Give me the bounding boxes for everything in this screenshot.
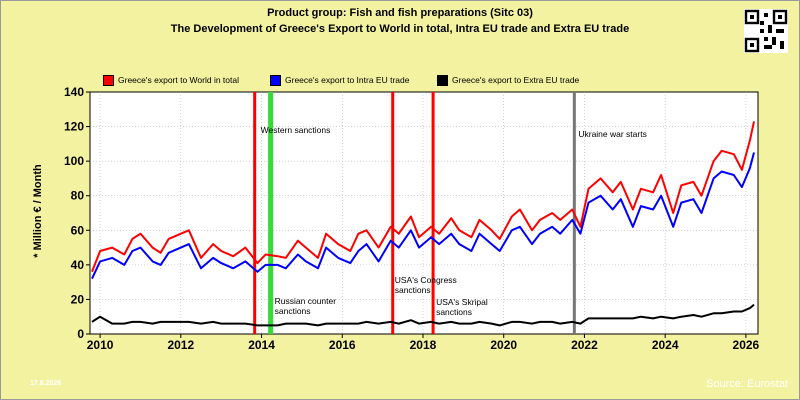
- y-tick-label: 60: [71, 223, 85, 237]
- chart-title-line-1: Product group: Fish and fish preparation…: [267, 7, 533, 19]
- y-tick-label: 120: [64, 120, 84, 134]
- x-tick-label: 2026: [733, 338, 760, 352]
- x-tick-label: 2024: [652, 338, 679, 352]
- legend-item-intra-eu: Greece's export to Intra EU trade: [270, 75, 410, 87]
- event-label-western: Western sanctions: [261, 125, 331, 135]
- source-note: Source: Eurostat: [706, 378, 788, 390]
- legend-item-world: Greece's export to World in total: [103, 75, 239, 87]
- legend-swatch-extra-eu: [437, 75, 448, 87]
- y-tick-label: 20: [71, 292, 85, 306]
- y-tick-label: 140: [64, 85, 84, 99]
- y-tick-label: 0: [77, 327, 84, 341]
- y-tick-label: 100: [64, 154, 84, 168]
- x-tick-label: 2018: [410, 338, 437, 352]
- x-tick-label: 2022: [571, 338, 598, 352]
- event-label-ukraine: Ukraine war starts: [578, 129, 647, 139]
- legend-swatch-world: [103, 75, 114, 87]
- event-label-russian: Russian counter sanctions: [275, 296, 337, 316]
- series-line-intra-eu: [91, 152, 755, 280]
- series-line-world: [91, 121, 755, 273]
- legend-swatch-intra-eu: [270, 75, 281, 87]
- x-tick-label: 2010: [87, 338, 114, 352]
- date-stamp: 17.8.2026: [30, 380, 62, 387]
- legend-item-extra-eu: Greece's export to Extra EU trade: [437, 75, 580, 87]
- legend-label-extra-eu: Greece's export to Extra EU trade: [452, 75, 580, 85]
- legend-label-intra-eu: Greece's export to Intra EU trade: [285, 75, 410, 85]
- x-tick-label: 2020: [490, 338, 517, 352]
- event-label-skripal: USA's Skripal sanctions: [436, 297, 488, 317]
- x-tick-label: 2012: [167, 338, 194, 352]
- series-line-extra-eu: [91, 303, 755, 327]
- y-tick-label: 80: [71, 189, 85, 203]
- event-label-congress: USA's Congress sanctions: [395, 275, 457, 295]
- qr-code-icon: [744, 9, 788, 53]
- chart-title-line-2: The Development of Greece's Export to Wo…: [170, 23, 630, 35]
- plot-area: [89, 91, 759, 335]
- x-tick-label: 2014: [248, 338, 275, 352]
- legend-label-world: Greece's export to World in total: [118, 75, 239, 85]
- y-tick-label: 40: [71, 258, 85, 272]
- x-tick-label: 2016: [329, 338, 356, 352]
